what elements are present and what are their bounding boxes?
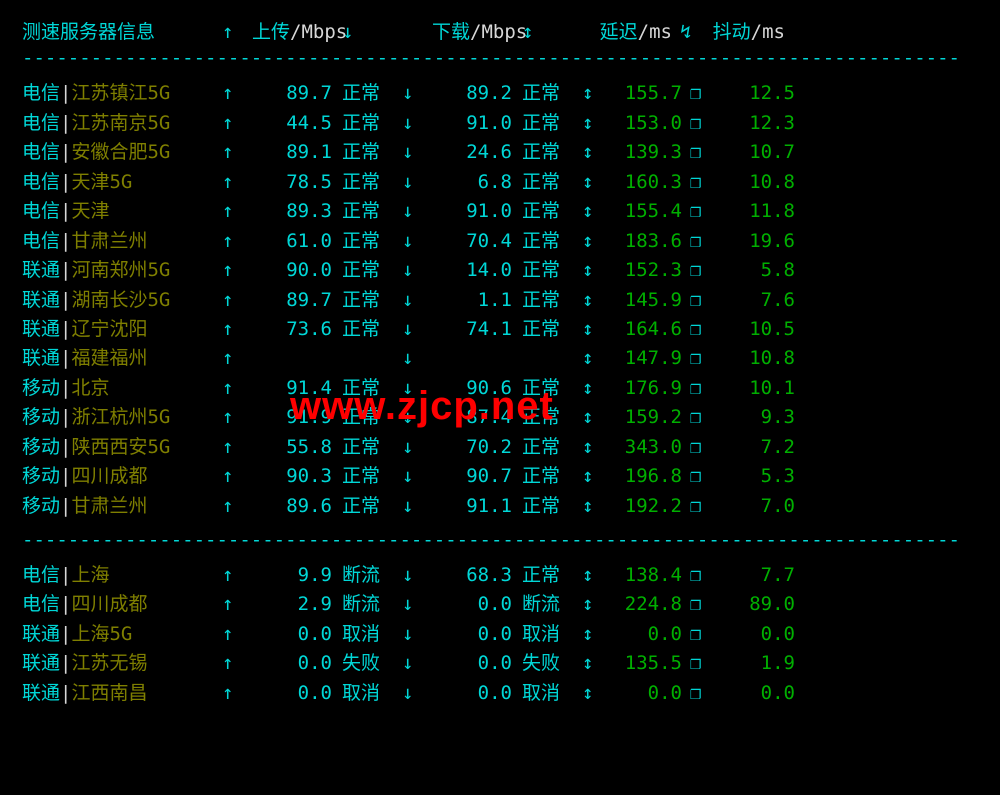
table-row: 联通|福建福州↑↓↕147.9❐10.8 bbox=[22, 344, 978, 373]
table-row: 电信|安徽合肥5G↑89.1正常↓24.6正常↕139.3❐10.7 bbox=[22, 138, 978, 167]
table-row: 移动|甘肃兰州↑89.6正常↓91.1正常↕192.2❐7.0 bbox=[22, 492, 978, 521]
table-row: 电信|天津5G↑78.5正常↓6.8正常↕160.3❐10.8 bbox=[22, 168, 978, 197]
header-latency: 延迟/ms bbox=[582, 18, 672, 47]
arrow-bolt-icon: ↯ bbox=[672, 18, 710, 47]
table-row: 联通|湖南长沙5G↑89.7正常↓1.1正常↕145.9❐7.6 bbox=[22, 286, 978, 315]
table-row: 电信|四川成都↑2.9断流↓0.0断流↕224.8❐89.0 bbox=[22, 590, 978, 619]
table-row: 联通|辽宁沈阳↑73.6正常↓74.1正常↕164.6❐10.5 bbox=[22, 315, 978, 344]
table-row: 电信|天津↑89.3正常↓91.0正常↕155.4❐11.8 bbox=[22, 197, 978, 226]
table-row: 电信|甘肃兰州↑61.0正常↓70.4正常↕183.6❐19.6 bbox=[22, 227, 978, 256]
table-row: 电信|江苏镇江5G↑89.7正常↓89.2正常↕155.7❐12.5 bbox=[22, 79, 978, 108]
arrow-updown-icon: ↕ bbox=[512, 18, 582, 47]
table-row: 电信|上海↑9.9断流↓68.3正常↕138.4❐7.7 bbox=[22, 561, 978, 590]
table-row: 联通|河南郑州5G↑90.0正常↓14.0正常↕152.3❐5.8 bbox=[22, 256, 978, 285]
divider: ----------------------------------------… bbox=[22, 529, 978, 553]
header-server: 测速服务器信息 bbox=[22, 18, 222, 47]
table-body-extra: 电信|上海↑9.9断流↓68.3正常↕138.4❐7.7电信|四川成都↑2.9断… bbox=[22, 561, 978, 708]
arrow-down-icon: ↓ bbox=[332, 18, 402, 47]
table-body-main: 电信|江苏镇江5G↑89.7正常↓89.2正常↕155.7❐12.5电信|江苏南… bbox=[22, 79, 978, 521]
header-download: 下载/Mbps bbox=[432, 18, 512, 47]
table-row: 联通|江苏无锡↑0.0失败↓0.0失败↕135.5❐1.9 bbox=[22, 649, 978, 678]
table-row: 联通|江西南昌↑0.0取消↓0.0取消↕0.0❐0.0 bbox=[22, 679, 978, 708]
table-row: 联通|上海5G↑0.0取消↓0.0取消↕0.0❐0.0 bbox=[22, 620, 978, 649]
table-header: 测速服务器信息 ↑ 上传/Mbps ↓ 下载/Mbps ↕ 延迟/ms ↯ 抖动… bbox=[22, 18, 978, 47]
table-row: 移动|四川成都↑90.3正常↓90.7正常↕196.8❐5.3 bbox=[22, 462, 978, 491]
table-row: 移动|陕西西安5G↑55.8正常↓70.2正常↕343.0❐7.2 bbox=[22, 433, 978, 462]
header-upload: 上传/Mbps bbox=[252, 18, 332, 47]
watermark: www.zjcp.net bbox=[290, 375, 554, 437]
table-row: 电信|江苏南京5G↑44.5正常↓91.0正常↕153.0❐12.3 bbox=[22, 109, 978, 138]
header-jitter: 抖动/ms bbox=[710, 18, 785, 47]
arrow-up-icon: ↑ bbox=[222, 18, 252, 47]
divider: ----------------------------------------… bbox=[22, 47, 978, 71]
